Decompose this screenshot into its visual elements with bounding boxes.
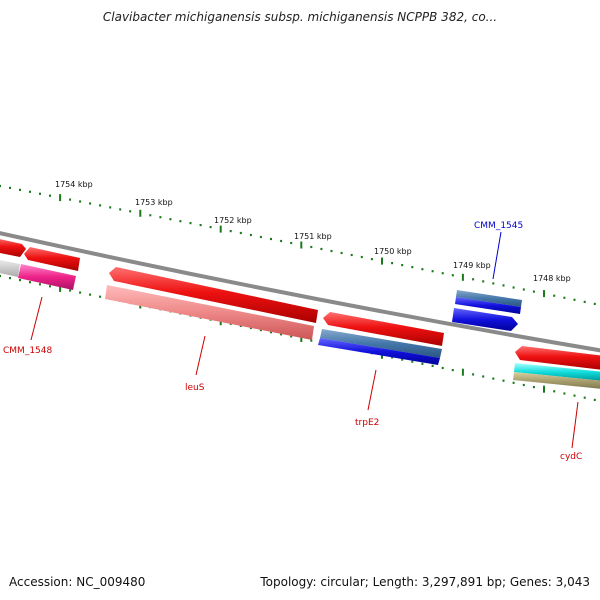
gene-label-trpe2[interactable]: trpE2 [355, 418, 379, 428]
leader-line-cydc [571, 401, 579, 449]
leader-line-trpe2 [367, 369, 377, 411]
scale-label-1752: 1752 kbp [214, 216, 252, 225]
accession-text: Accession: NC_009480 [9, 575, 146, 589]
gene-label-leus[interactable]: leuS [185, 383, 205, 393]
scale-label-1754: 1754 kbp [55, 180, 93, 189]
scale-label-1749: 1749 kbp [453, 261, 491, 270]
gene-arrow-trpe2[interactable] [323, 312, 444, 346]
gene-arrow-leus[interactable] [109, 267, 318, 323]
feature-bar-blue [318, 338, 440, 365]
genome-backbone [0, 231, 600, 353]
gene-arrow-cmm1545[interactable] [452, 308, 518, 331]
feature-bar-cyan [514, 363, 600, 381]
leader-line-leus [195, 335, 206, 376]
feature-bar-cmm1545-blue [455, 297, 521, 314]
feature-bar-pink [18, 264, 76, 290]
gene-label-cmm1548[interactable]: CMM_1548 [3, 346, 52, 356]
genome-summary-text: Topology: circular; Length: 3,297,891 bp… [260, 575, 590, 589]
gene-label-cmm1545[interactable]: CMM_1545 [474, 221, 523, 231]
feature-bar-khaki [513, 372, 600, 389]
outer-scale-ticks [0, 184, 596, 305]
scale-label-1751: 1751 kbp [294, 232, 332, 241]
scale-label-1753: 1753 kbp [135, 198, 173, 207]
feature-bar-grey [0, 260, 20, 277]
feature-bar-steel [320, 329, 442, 358]
scale-label-1750: 1750 kbp [374, 247, 412, 256]
gene-arrow-cmm1548-fwd[interactable] [24, 247, 80, 271]
leader-line-cmm1548 [30, 296, 43, 341]
gene-label-cydc[interactable]: cydC [560, 452, 582, 462]
gene-arrow-left-fwd[interactable] [0, 238, 26, 257]
map-title: Clavibacter michiganensis subsp. michiga… [102, 10, 498, 24]
feature-bar-salmon [105, 285, 314, 340]
leader-line-cmm1545 [492, 231, 502, 280]
feature-bar-cmm1545-steel [456, 290, 522, 307]
scale-label-1748: 1748 kbp [533, 274, 571, 283]
gene-arrow-cydc[interactable] [515, 346, 600, 370]
